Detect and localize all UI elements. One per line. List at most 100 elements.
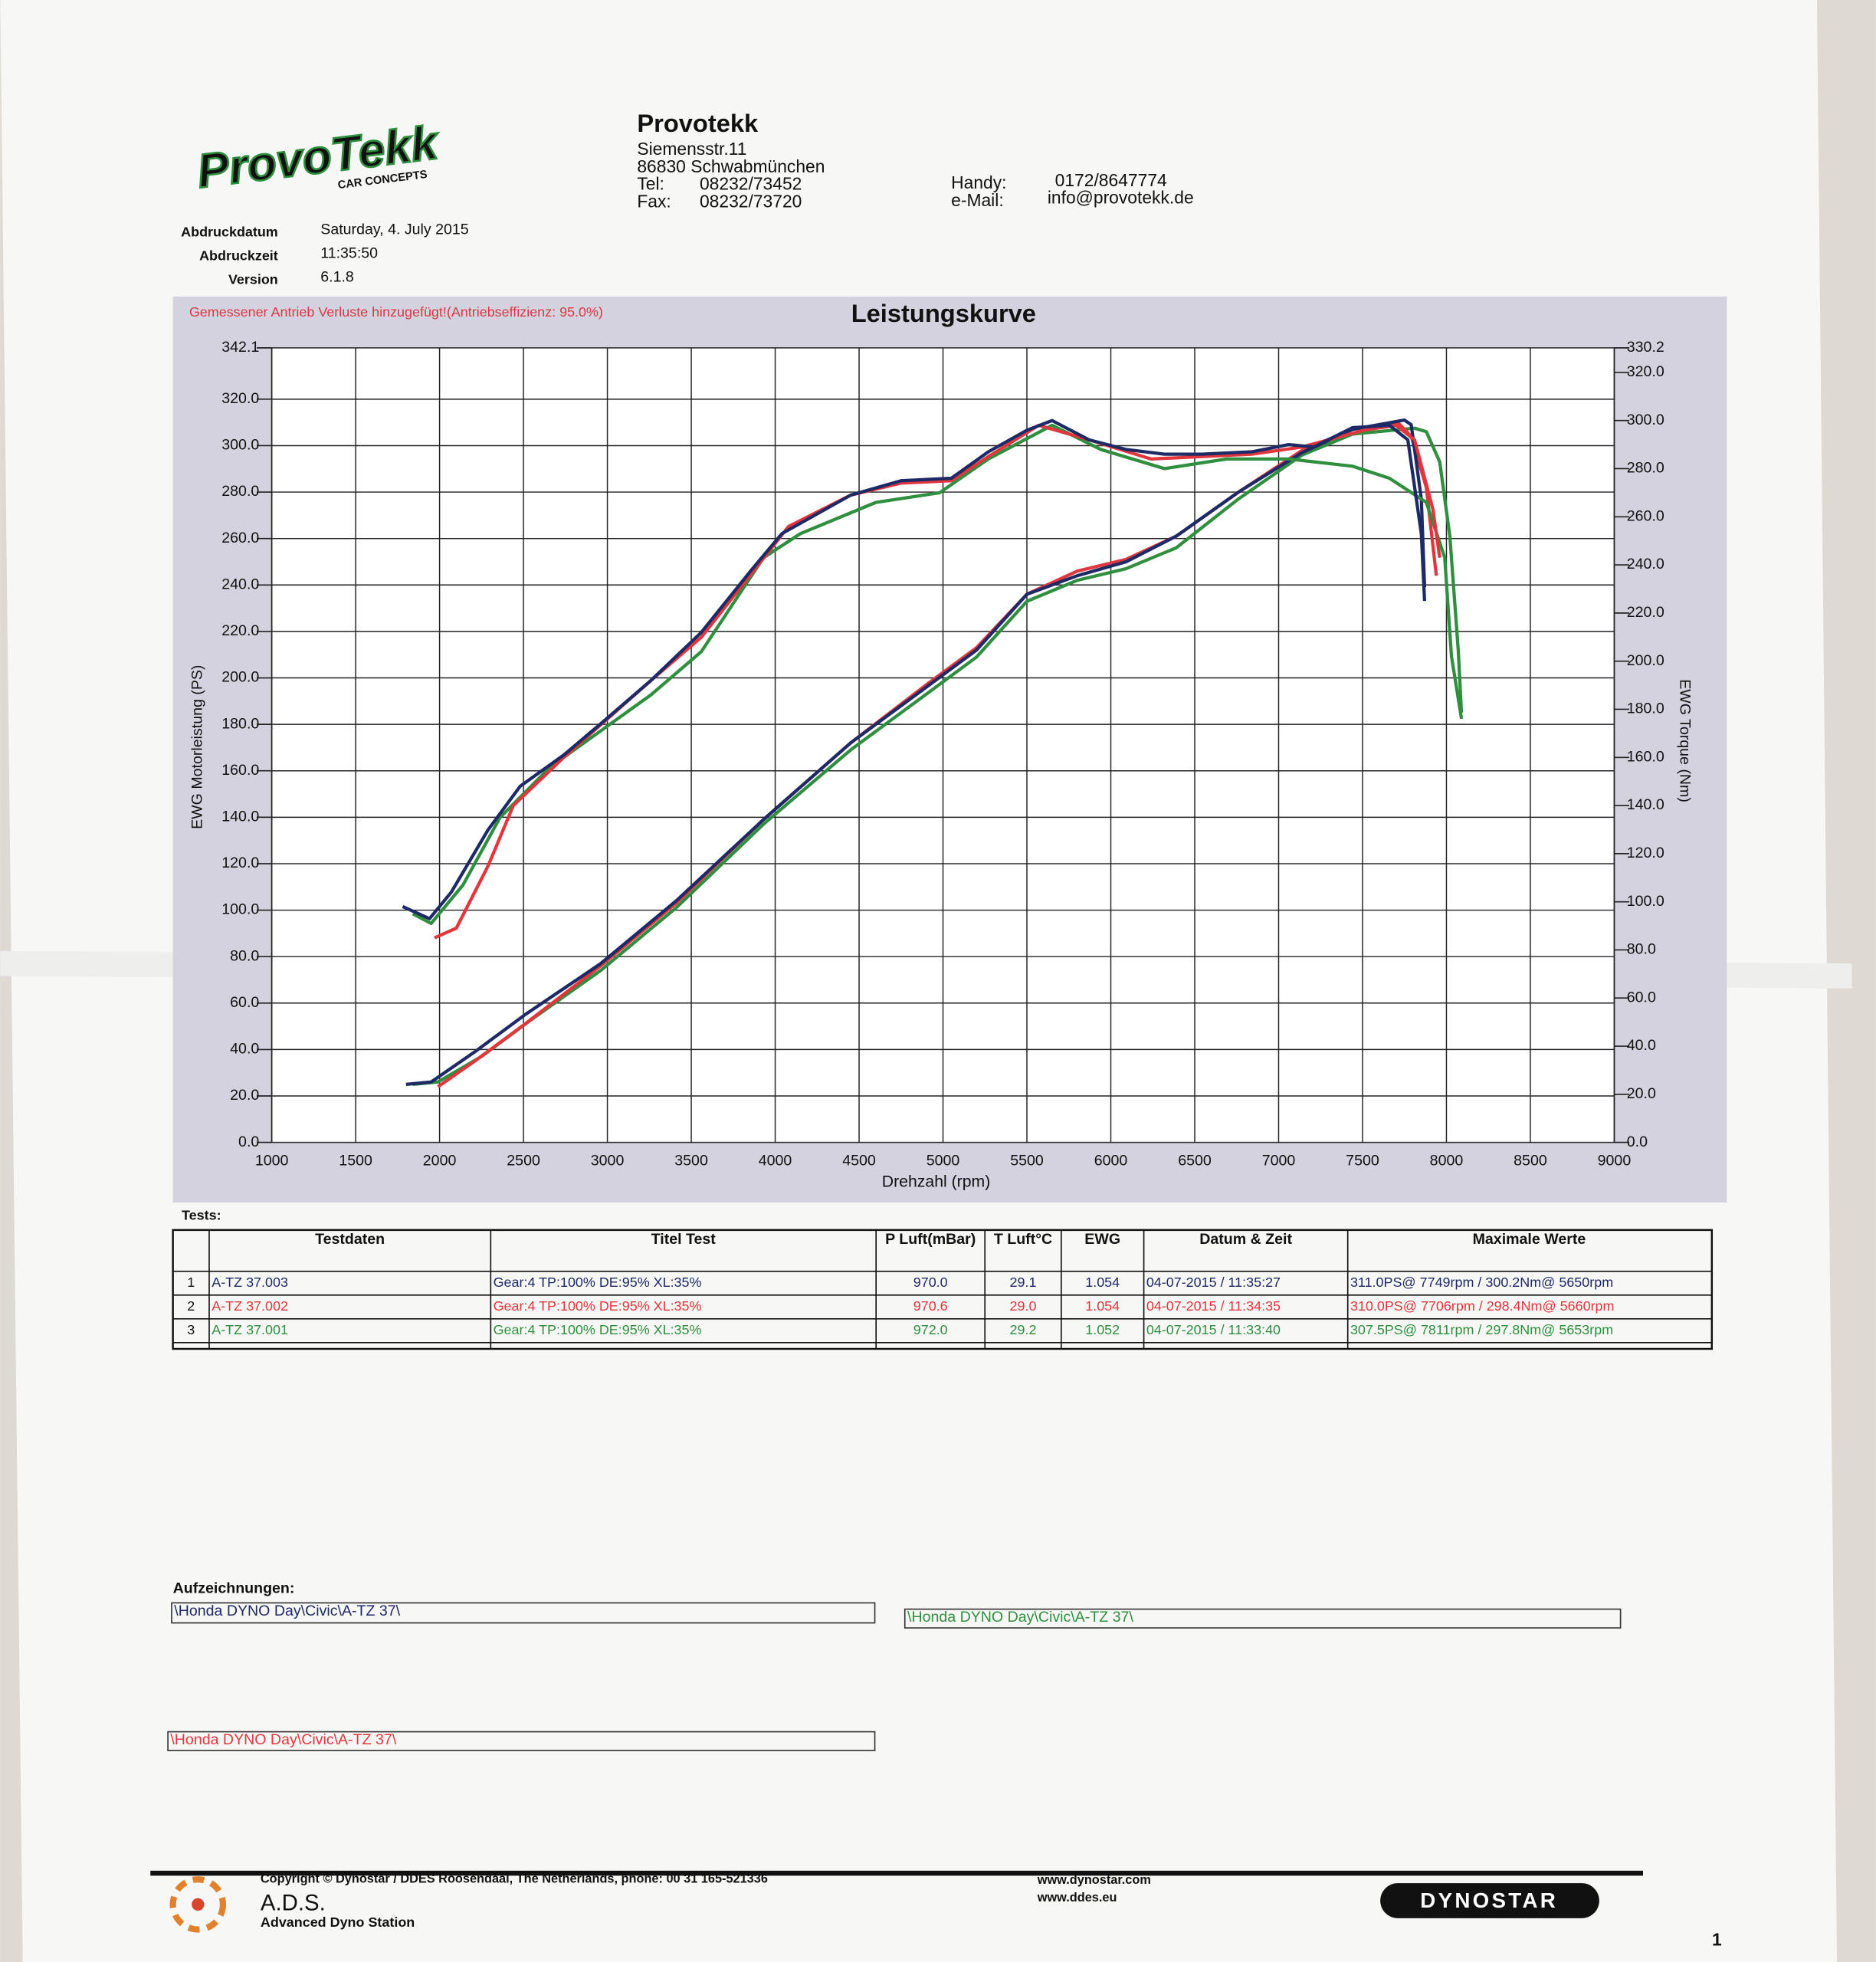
y2-tick-label: 260.0 (1627, 507, 1664, 524)
chart: 1000 1500 2000 2500 3000 3500 4000 4500 5000 5500… (221, 339, 1664, 1169)
ads: A.D.S. (261, 1891, 326, 1916)
x-tick-label: 9000 (1598, 1152, 1632, 1169)
y-tick-label: 60.0 (230, 994, 259, 1011)
table-cell: Gear:4 TP:100% DE:95% XL:35% (494, 1298, 702, 1314)
power-curve (412, 423, 1464, 926)
y2-tick-label: 320.0 (1627, 363, 1664, 380)
table-cell: 2 (187, 1298, 195, 1314)
y-axis-label: EWG Motorleistung (PS) (189, 665, 205, 829)
x-axis-label: Drehzahl (rpm) (882, 1173, 991, 1190)
company: Provotekk (637, 109, 759, 137)
recording-box (167, 1731, 876, 1751)
table-cell: 972.0 (913, 1322, 948, 1337)
recording-path: \Honda DYNO Day\Civic\A-TZ 37\ (170, 1731, 396, 1748)
recording-path: \Honda DYNO Day\Civic\A-TZ 37\ (174, 1603, 400, 1619)
page-number: 1 (1712, 1929, 1722, 1949)
recordings-label: Aufzeichnungen: (173, 1580, 295, 1597)
meta: Abdruckdatum Saturday, 4. July 2015 Abdruc… (181, 221, 469, 287)
table-cell: 29.0 (1010, 1298, 1037, 1314)
table-header: Maximale Werte (1473, 1231, 1586, 1248)
y2-tick-label: 280.0 (1627, 460, 1664, 477)
table-cell: 29.2 (1010, 1322, 1037, 1337)
x-tick-label: 5500 (1010, 1152, 1044, 1169)
table-cell: 1 (187, 1275, 195, 1290)
brand-badge (1380, 1883, 1599, 1918)
tests-label: Tests: (182, 1208, 221, 1223)
y2-tick-label: 100.0 (1627, 893, 1664, 910)
y2-tick-label: 160.0 (1627, 748, 1664, 765)
y2-tick-label: 240.0 (1627, 556, 1664, 573)
y-tick-label: 140.0 (221, 809, 259, 825)
tests-table: Testdaten Titel Test P Luft(mBar) T Luft°C E… (172, 1229, 1714, 1350)
x-tick-label: 1500 (339, 1152, 372, 1169)
fax: 08232/73720 (700, 192, 802, 212)
email-label: e-Mail: (951, 190, 1004, 210)
fax-label: Fax: (637, 192, 671, 212)
city: 86830 Schwabmünchen (637, 156, 825, 176)
y2-tick-label: 40.0 (1627, 1037, 1656, 1054)
table-cell: 311.0PS@ 7749rpm / 300.2Nm@ 5650rpm (1350, 1275, 1613, 1290)
table-cell: 04-07-2015 / 11:35:27 (1146, 1275, 1281, 1290)
ads-icon (169, 1876, 227, 1933)
y2-tick-label: 180.0 (1627, 700, 1664, 717)
y2-tick-label: 220.0 (1627, 604, 1664, 621)
street: Siemensstr.11 (637, 139, 746, 159)
recording-box (904, 1608, 1622, 1629)
table-header: Testdaten (315, 1231, 385, 1248)
url-dynostar: www.dynostar.com (1037, 1873, 1151, 1887)
recordings: \Honda DYNO Day\Civic\A-TZ 37\ \Honda DYN… (167, 1602, 1622, 1751)
x-tick-label: 2500 (507, 1152, 540, 1169)
table-cell: A-TZ 37.002 (212, 1298, 288, 1314)
y-tick-label: 0.0 (238, 1134, 259, 1150)
table-cell: 970.0 (913, 1275, 948, 1290)
y2-tick-label: 200.0 (1627, 652, 1664, 669)
x-tick-label: 3000 (591, 1152, 625, 1169)
y2-axis-label: EWG Torque (Nm) (1677, 679, 1694, 802)
table-cell: 307.5PS@ 7811rpm / 297.8Nm@ 5653rpm (1350, 1322, 1613, 1337)
ads-subtitle: Advanced Dyno Station (261, 1914, 415, 1930)
power-curve (434, 423, 1441, 940)
meta-label: Version (228, 271, 278, 287)
recording-box (171, 1602, 876, 1624)
y-tick-label: 320.0 (221, 390, 259, 407)
x-tick-label: 4500 (842, 1152, 876, 1169)
y-tick-label: 300.0 (221, 437, 259, 454)
meta-label: Abdruckdatum (181, 224, 278, 239)
power-curve (402, 418, 1427, 920)
x-tick-label: 1000 (255, 1152, 289, 1169)
table-border (172, 1229, 1714, 1350)
x-tick-label: 6000 (1094, 1152, 1128, 1169)
y2-tick-label: 120.0 (1627, 845, 1664, 861)
y-tick-label: 80.0 (230, 947, 259, 964)
x-tick-label: 8500 (1514, 1152, 1547, 1169)
y-tick-label: 40.0 (230, 1041, 259, 1058)
y2-tick-label: 80.0 (1627, 941, 1656, 958)
power-curve (412, 426, 1464, 1086)
y2-tick-label: 300.0 (1627, 412, 1664, 428)
table-header: T Luft°C (994, 1231, 1052, 1248)
y-tick-label: 20.0 (230, 1087, 259, 1104)
y-tick-label: 120.0 (221, 855, 259, 871)
x-tick-label: 4000 (759, 1152, 792, 1169)
table-cell: 04-07-2015 / 11:34:35 (1146, 1298, 1281, 1314)
table-cell: 29.1 (1010, 1275, 1037, 1290)
y2-tick-label: 330.2 (1627, 339, 1664, 356)
table-cell: Gear:4 TP:100% DE:95% XL:35% (494, 1322, 702, 1337)
table-cell: 3 (187, 1322, 195, 1337)
meta-value: 6.1.8 (320, 269, 354, 286)
table-header: P Luft(mBar) (885, 1231, 976, 1248)
x-tick-label: 5000 (927, 1152, 960, 1169)
x-tick-label: 7500 (1346, 1152, 1379, 1169)
y-tick-label: 180.0 (221, 715, 259, 732)
handy-label: Handy: (951, 172, 1006, 192)
x-tick-label: 6500 (1178, 1152, 1212, 1169)
ads-logo (169, 1876, 227, 1933)
tel: 08232/73452 (700, 174, 802, 194)
copyright: Copyright © Dynostar / DDES Roosendaal, … (261, 1872, 768, 1886)
chart-subtitle: Gemessener Antrieb Verluste hinzugefügt!… (189, 304, 603, 320)
table-cell: 1.054 (1085, 1298, 1120, 1314)
y-tick-label: 260.0 (221, 530, 259, 546)
table-header: EWG (1084, 1231, 1120, 1248)
